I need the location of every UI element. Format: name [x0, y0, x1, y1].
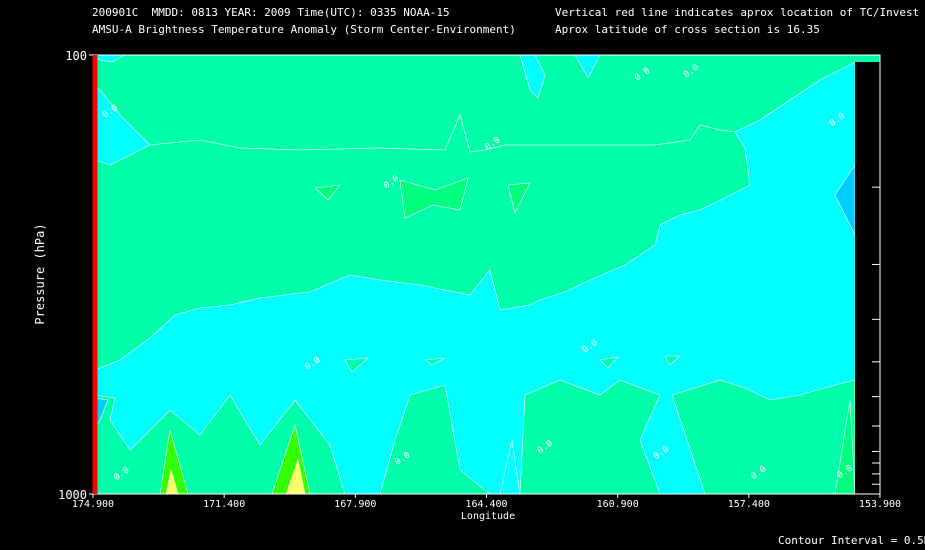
right-no-data-strip	[855, 55, 880, 494]
lower-yellow-core-2	[285, 458, 306, 494]
mid-small-pocket-4	[664, 355, 681, 366]
lower-positive-band-4	[671, 379, 856, 494]
middle-darker-pocket-1	[399, 177, 469, 219]
x-axis: 174.900 171.400 167.900 164.400 160.900 157.4…	[72, 494, 901, 510]
x-tick-label-2: 167.900	[334, 499, 376, 510]
x-tick-label-5: 157.400	[728, 499, 770, 510]
mid-small-pocket-3	[599, 356, 619, 369]
header-note-1: Vertical red line indicates aprox locati…	[555, 6, 920, 19]
mid-small-pocket-1	[344, 357, 369, 373]
header-line-2: AMSU-A Brightness Temperature Anomaly (S…	[92, 23, 516, 36]
x-axis-title: Longitude	[461, 511, 515, 522]
middle-darker-pocket-3	[314, 184, 341, 201]
right-top-sliver	[855, 55, 880, 62]
upper-cyan-corner	[93, 55, 126, 63]
middle-darker-pocket-2	[507, 182, 531, 214]
lower-positive-band-2	[379, 384, 491, 494]
y-axis-title: Pressure (hPa)	[33, 223, 47, 324]
mid-small-pocket-2	[424, 357, 446, 366]
header-note-2: Aprox latitude of cross section is 16.35	[555, 23, 820, 36]
middle-positive-band	[93, 114, 751, 371]
x-tick-label-3: 164.400	[465, 499, 507, 510]
upper-cyan-bump	[519, 55, 546, 99]
x-tick-label-0: 174.900	[72, 499, 114, 510]
contour-interval-label: Contour Interval = 0.5K	[778, 534, 925, 547]
y-axis: 100 1000	[58, 49, 880, 502]
y-tick-label-1: 1000	[58, 488, 87, 502]
lower-positive-band-3	[519, 379, 661, 494]
header-line-1: 200901C MMDD: 0813 YEAR: 2009 Time(UTC):…	[92, 6, 450, 19]
lower-yellow-core-1	[165, 469, 179, 494]
y-tick-label-0: 100	[65, 49, 87, 63]
upper-cyan-bump-2	[574, 55, 601, 79]
x-tick-label-4: 160.900	[597, 499, 639, 510]
lower-right-gradient	[834, 399, 856, 494]
x-tick-label-1: 171.400	[203, 499, 245, 510]
lower-cyan-wedge	[499, 439, 521, 494]
lower-green-spike-1	[159, 429, 189, 494]
x-tick-label-6: 153.900	[859, 499, 901, 510]
contour-fill-layer	[93, 55, 880, 494]
